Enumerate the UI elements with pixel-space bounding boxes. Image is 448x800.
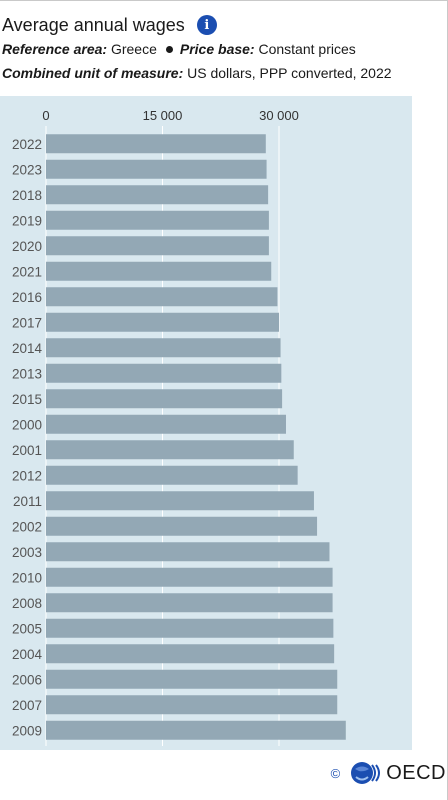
chart-header: Average annual wages i bbox=[2, 12, 217, 38]
unit-label: Combined unit of measure: bbox=[2, 65, 184, 81]
info-icon[interactable]: i bbox=[196, 15, 217, 35]
bar bbox=[46, 593, 333, 613]
x-tick-label: 30 000 bbox=[259, 108, 299, 123]
y-tick-label: 2014 bbox=[12, 341, 43, 356]
bar bbox=[46, 465, 298, 485]
y-tick-label: 2000 bbox=[12, 417, 42, 432]
bar bbox=[46, 159, 267, 179]
footer: © OECD bbox=[331, 760, 446, 786]
bar bbox=[46, 720, 346, 740]
bar bbox=[46, 363, 282, 383]
reference-area-label: Reference area: bbox=[2, 41, 108, 57]
x-tick-label: 0 bbox=[42, 108, 49, 123]
bar bbox=[46, 185, 269, 205]
bar bbox=[46, 338, 281, 358]
y-tick-label: 2001 bbox=[12, 443, 42, 458]
y-tick-label: 2022 bbox=[12, 137, 42, 152]
bar bbox=[46, 261, 272, 281]
y-tick-label: 2002 bbox=[12, 519, 42, 534]
y-tick-label: 2009 bbox=[12, 723, 42, 738]
y-tick-label: 2010 bbox=[12, 570, 42, 585]
y-tick-label: 2013 bbox=[12, 366, 42, 381]
bar bbox=[46, 287, 278, 307]
x-tick-label: 15 000 bbox=[143, 108, 183, 123]
bar bbox=[46, 440, 294, 460]
bar bbox=[46, 516, 318, 536]
y-tick-label: 2015 bbox=[12, 392, 42, 407]
price-base-value: Constant prices bbox=[258, 41, 356, 57]
oecd-globe-icon bbox=[351, 762, 381, 784]
y-tick-label: 2023 bbox=[12, 162, 42, 177]
y-tick-label: 2017 bbox=[12, 315, 42, 330]
reference-area-value: Greece bbox=[110, 41, 157, 57]
y-tick-label: 2018 bbox=[12, 188, 42, 203]
meta-line-2: Combined unit of measure: US dollars, PP… bbox=[2, 65, 392, 81]
bar bbox=[46, 669, 338, 689]
y-tick-label: 2004 bbox=[12, 647, 43, 662]
bar bbox=[46, 389, 283, 409]
bar bbox=[46, 542, 330, 562]
bar-chart: 0 15 000 30 000 2022 2023 2018 2019 2020 2021 201… bbox=[12, 108, 346, 746]
oecd-wordmark: OECD bbox=[386, 761, 446, 784]
meta-line-1: Reference area: Greece Price base: Consta… bbox=[2, 41, 356, 57]
separator-dot bbox=[165, 46, 173, 54]
y-tick-label: 2021 bbox=[12, 264, 42, 279]
price-base-label: Price base: bbox=[179, 41, 255, 57]
bar bbox=[46, 134, 266, 154]
bar bbox=[46, 491, 314, 511]
y-tick-label: 2003 bbox=[12, 545, 42, 560]
bar bbox=[46, 618, 334, 638]
y-tick-label: 2011 bbox=[13, 494, 42, 509]
bar bbox=[46, 312, 279, 332]
bar bbox=[46, 414, 286, 434]
y-tick-label: 2012 bbox=[12, 468, 42, 483]
y-tick-label: 2007 bbox=[12, 698, 42, 713]
bar bbox=[46, 695, 338, 715]
oecd-logo[interactable]: OECD bbox=[350, 760, 446, 786]
bar bbox=[46, 210, 269, 230]
y-tick-label: 2020 bbox=[12, 239, 42, 254]
y-tick-label: 2008 bbox=[12, 596, 42, 611]
y-tick-label: 2016 bbox=[12, 290, 42, 305]
y-tick-label: 2006 bbox=[12, 672, 42, 687]
unit-value: US dollars, PPP converted, 2022 bbox=[187, 65, 392, 81]
bar bbox=[46, 644, 335, 664]
copyright-link[interactable]: © bbox=[330, 765, 341, 781]
bar bbox=[46, 567, 333, 587]
chart-title: Average annual wages bbox=[2, 14, 185, 35]
top-border bbox=[0, 0, 448, 1]
y-tick-label: 2005 bbox=[12, 621, 42, 636]
bar bbox=[46, 236, 269, 256]
y-tick-label: 2019 bbox=[12, 213, 42, 228]
